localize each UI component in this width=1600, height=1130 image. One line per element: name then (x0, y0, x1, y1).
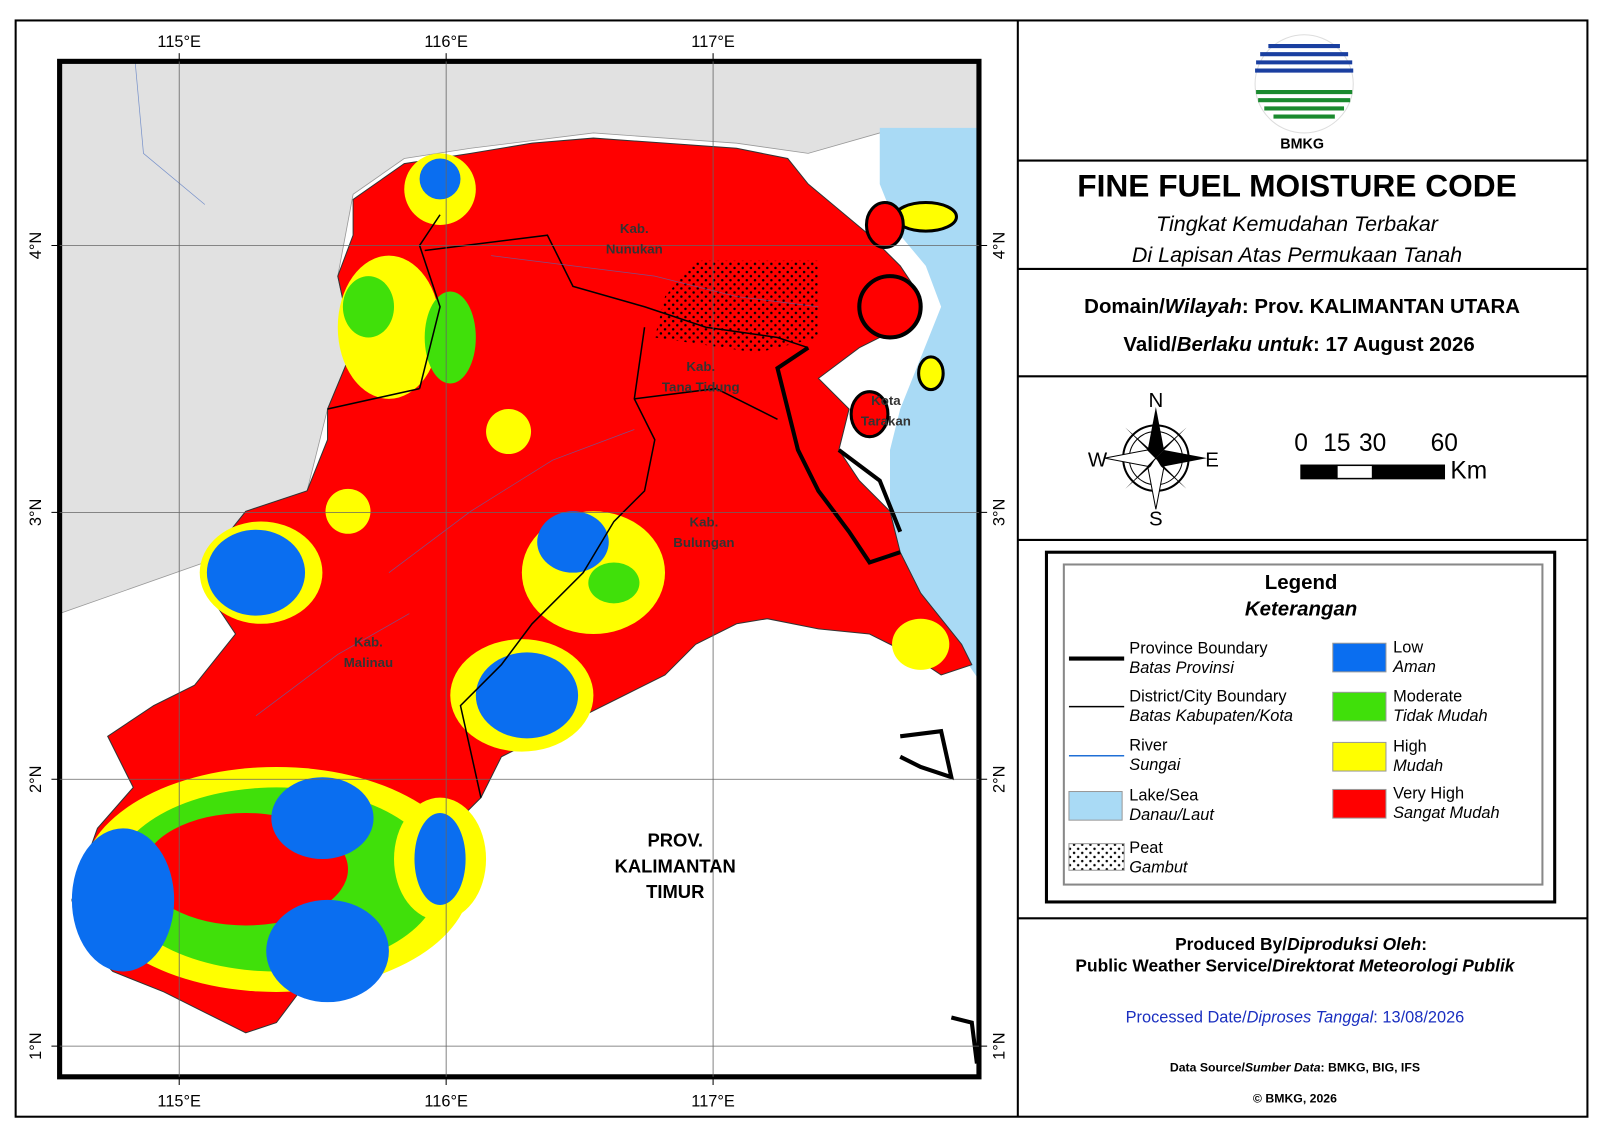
legend-swatch (1332, 741, 1387, 772)
legend-label: Moderate (1393, 688, 1462, 706)
scale-segment (1300, 464, 1338, 480)
y-tick-label: 4°N (27, 232, 45, 259)
place-label: KALIMANTAN (615, 855, 736, 876)
legend-swatch (1068, 843, 1125, 871)
place-label: Kab. (689, 515, 718, 530)
compass-n: N (1148, 389, 1163, 412)
processed-date: Processed Date/Diproses Tanggal: 13/08/2… (1126, 1009, 1465, 1027)
legend-label: District/City Boundary (1129, 688, 1287, 706)
x-tick-label: 117°E (691, 33, 735, 51)
place-label: Malinau (344, 655, 393, 670)
y-tick-label: 2°N (991, 766, 1009, 793)
legend-label-id: Tidak Mudah (1393, 707, 1487, 725)
producer: Public Weather Service/Direktorat Meteor… (1075, 955, 1515, 975)
subtitle: Di Lapisan Atas Permukaan Tanah (1132, 243, 1462, 267)
place-label: PROV. (647, 830, 703, 851)
north-arrow: N W E S (1088, 389, 1219, 531)
scale-label: 60 (1431, 430, 1458, 457)
domain: Domain/Wilayah: Prov. KALIMANTAN UTARA (1084, 295, 1520, 318)
y-tick-label: 2°N (27, 766, 45, 793)
x-tick-label: 115°E (157, 1092, 201, 1110)
scale-unit: Km (1450, 458, 1487, 485)
y-tick-label: 1°N (991, 1032, 1009, 1059)
place-label: Nunukan (606, 242, 663, 257)
district-boundaries (327, 214, 809, 798)
y-tick-label: 3°N (27, 499, 45, 526)
y-tick-label: 1°N (27, 1032, 45, 1059)
legend-label: Low (1393, 638, 1423, 656)
logo-text: BMKG (1280, 136, 1324, 152)
map-frame (57, 58, 982, 1080)
place-label: Tana Tidung (662, 380, 740, 395)
x-tick-label: 115°E (157, 33, 201, 51)
x-tick-label: 116°E (424, 1092, 468, 1110)
legend-label: High (1393, 738, 1427, 756)
place-label: Kab. (620, 221, 649, 236)
scale-label: 30 (1359, 430, 1386, 457)
legend-label: River (1129, 737, 1168, 755)
scale-label: 0 (1294, 430, 1308, 457)
graticule: 115°E 115°E 116°E 116°E 117°E 117°E 4°N 4°N 3°N 3… (27, 33, 1008, 1110)
panel-rules (1017, 159, 1588, 920)
x-tick-label: 116°E (424, 33, 468, 51)
legend-label-id: Sungai (1129, 756, 1180, 774)
legend-swatch (1068, 790, 1123, 821)
place-label: Kab. (354, 634, 383, 649)
scale-segment (1371, 464, 1446, 480)
compass-w: W (1088, 448, 1108, 471)
legend-label: Lake/Sea (1129, 787, 1199, 805)
legend-label-id: Danau/Laut (1129, 806, 1215, 824)
legend-title: Legend (1265, 571, 1338, 594)
y-tick-label: 3°N (991, 499, 1009, 526)
legend-label-id: Batas Kabupaten/Kota (1129, 707, 1293, 725)
logo: BMKG (1254, 34, 1354, 152)
legend-label: Very High (1393, 785, 1464, 803)
legend-label-id: Aman (1392, 658, 1436, 676)
place-label: Bulungan (673, 535, 734, 550)
scale-label: 15 (1323, 430, 1350, 457)
sea (879, 127, 979, 681)
legend-swatch (1332, 788, 1387, 819)
compass-s: S (1149, 508, 1163, 531)
legend-label-id: Gambut (1129, 858, 1189, 876)
place-label: Kota (871, 393, 901, 408)
data-source: Data Source/Sumber Data: BMKG, BIG, IFS (1170, 1061, 1420, 1075)
place-labels: Kab. Nunukan Kab. Tana Tidung Kota Tarakan Kab… (344, 221, 911, 902)
peat-area (654, 260, 819, 353)
legend-label-id: Mudah (1393, 757, 1443, 775)
place-label: Kab. (686, 359, 715, 374)
legend-label: Province Boundary (1129, 639, 1268, 657)
copyright: © BMKG, 2026 (1253, 1091, 1337, 1105)
valid-date: Valid/Berlaku untuk: 17 August 2026 (1123, 333, 1474, 356)
legend-items: Province Boundary Batas Provinsi District/… (1068, 638, 1500, 876)
legend-inner (1062, 563, 1544, 886)
legend-swatch (1332, 691, 1387, 722)
y-tick-label: 4°N (991, 232, 1009, 259)
legend-subtitle: Keterangan (1245, 598, 1357, 621)
place-label: Tarakan (861, 413, 911, 428)
x-tick-label: 117°E (691, 1092, 735, 1110)
province-coastline (775, 345, 979, 1064)
rivers (134, 61, 819, 717)
legend-label-id: Batas Provinsi (1129, 659, 1234, 677)
scale-segment (1336, 464, 1374, 480)
map (59, 61, 979, 1077)
compass-e: E (1205, 448, 1219, 471)
legend-label-id: Sangat Mudah (1393, 804, 1499, 822)
subtitle: Tingkat Kemudahan Terbakar (1156, 212, 1439, 236)
title: FINE FUEL MOISTURE CODE (1077, 167, 1517, 203)
legend-label: Peat (1129, 839, 1163, 857)
legend-swatch (1332, 642, 1387, 673)
place-label: TIMUR (646, 881, 704, 902)
produced-by: Produced By/Diproduksi Oleh: (1175, 934, 1427, 954)
